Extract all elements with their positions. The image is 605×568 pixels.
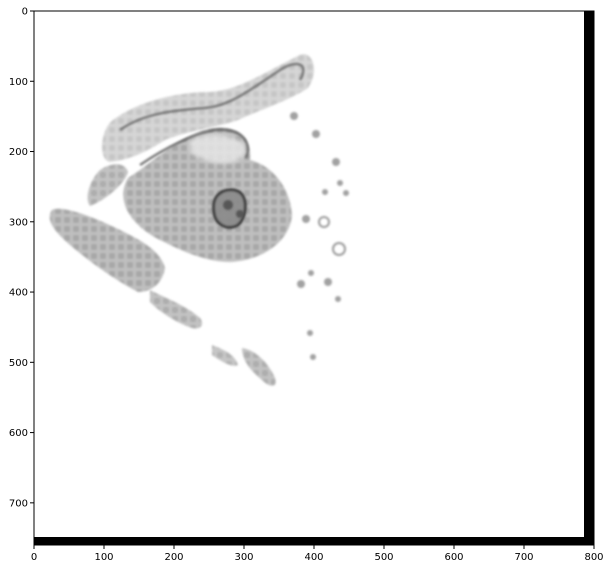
- tissue-image: [49, 54, 349, 386]
- x-tick-label: 500: [374, 552, 393, 563]
- image-border-right: [584, 11, 594, 537]
- image-area: [34, 11, 594, 545]
- tissue-diagonal-band: [49, 208, 276, 386]
- image-border-bottom: [34, 537, 594, 545]
- y-tick-label: 600: [9, 428, 28, 439]
- x-tick-label: 0: [31, 552, 37, 563]
- y-tick-label: 700: [9, 498, 28, 509]
- y-tick-label: 200: [9, 147, 28, 158]
- x-tick-label: 100: [94, 552, 113, 563]
- x-axis: 0 100 200 300 400 500 600 700 800: [31, 545, 604, 563]
- x-tick-label: 800: [584, 552, 603, 563]
- x-tick-label: 300: [234, 552, 253, 563]
- y-tick-label: 500: [9, 358, 28, 369]
- y-tick-label: 400: [9, 288, 28, 299]
- x-tick-label: 200: [164, 552, 183, 563]
- tissue-central-mass: [123, 127, 292, 262]
- x-tick-label: 600: [444, 552, 463, 563]
- y-tick-label: 100: [9, 77, 28, 88]
- y-tick-label: 0: [22, 7, 28, 18]
- x-tick-label: 400: [304, 552, 323, 563]
- tissue-scattered-dots: [290, 112, 349, 360]
- y-tick-label: 300: [9, 217, 28, 228]
- tissue-strip-upper: [87, 54, 314, 206]
- x-tick-label: 700: [514, 552, 533, 563]
- y-axis: 0 100 200 300 400 500 600 700: [9, 7, 34, 509]
